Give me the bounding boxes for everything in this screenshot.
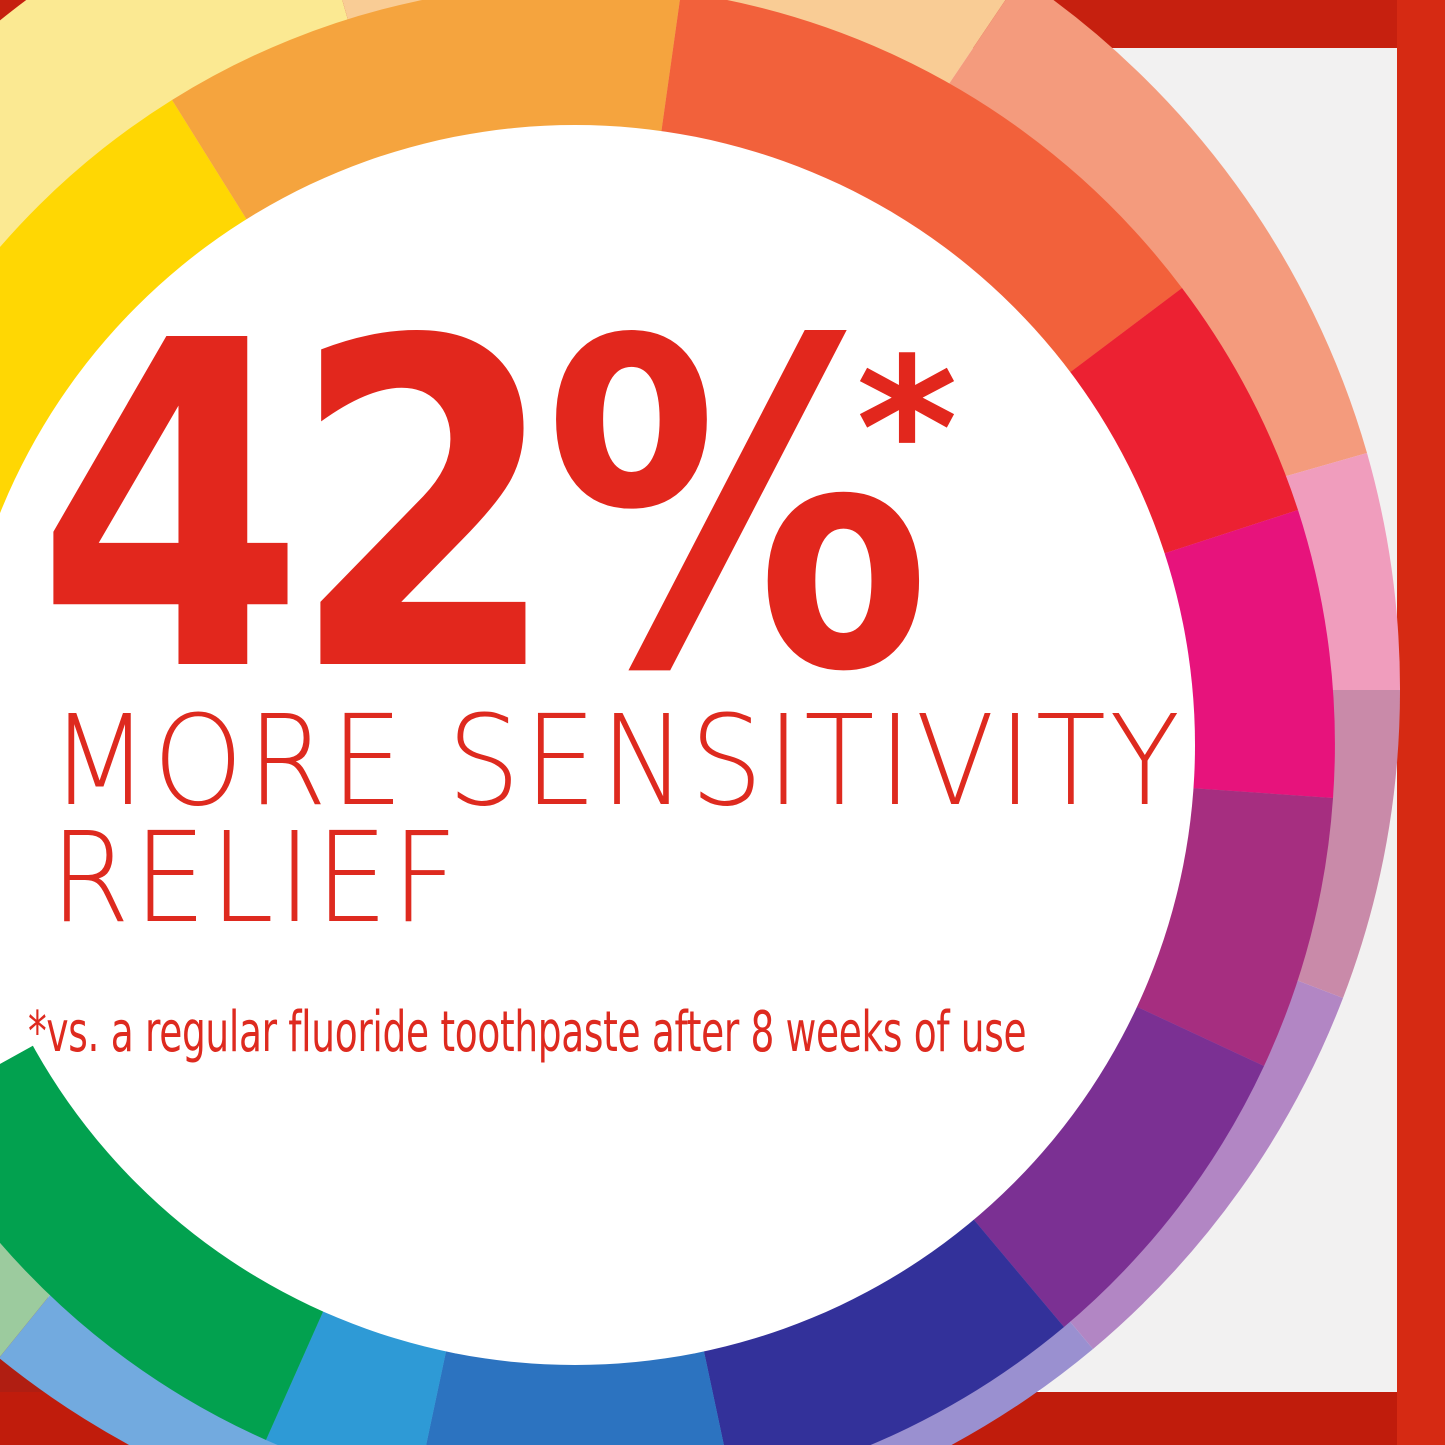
headline-line2: RELIEF bbox=[50, 806, 462, 951]
wheel-center-circle bbox=[0, 125, 1195, 1365]
stat-asterisk: * bbox=[856, 316, 958, 543]
headline-line1: MORE SENSITIVITY bbox=[50, 689, 1184, 834]
frame-right-bar bbox=[1397, 0, 1445, 1445]
headline: MORE SENSITIVITY RELIEF bbox=[50, 689, 1184, 951]
stat-value: 42% bbox=[36, 247, 931, 771]
disclaimer: *vs. a regular fluoride toothpaste after… bbox=[28, 1000, 1027, 1065]
